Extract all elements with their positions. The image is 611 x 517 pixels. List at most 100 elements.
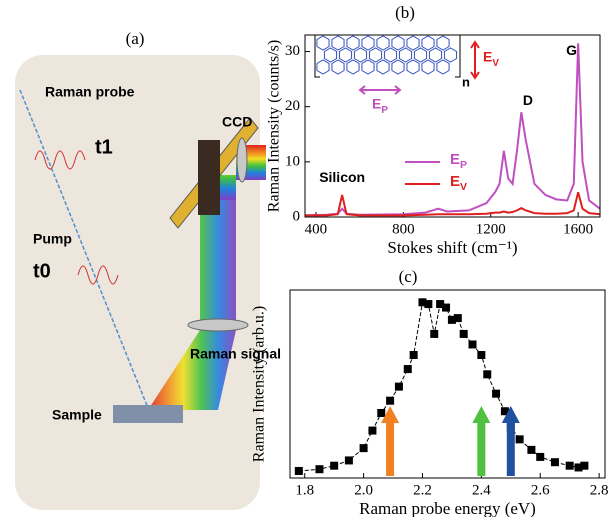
data-point bbox=[468, 340, 477, 349]
data-point bbox=[436, 300, 445, 309]
hexagon bbox=[383, 47, 398, 63]
hexagon bbox=[398, 47, 413, 63]
x-tick-label: 2.8 bbox=[590, 482, 609, 498]
data-point bbox=[368, 426, 377, 435]
data-point bbox=[394, 382, 403, 391]
y-axis-label: Raman Intensity (counts/s) bbox=[266, 40, 283, 212]
x-axis-label: Stokes shift (cm⁻¹) bbox=[387, 238, 517, 257]
hexagon bbox=[331, 59, 345, 75]
hexagon bbox=[413, 47, 428, 63]
ccd bbox=[198, 140, 220, 215]
inset-n: n bbox=[462, 74, 470, 89]
data-point bbox=[359, 444, 368, 453]
data-point bbox=[330, 461, 339, 470]
hexagon bbox=[346, 59, 360, 75]
y-tick-label: 0 bbox=[293, 208, 301, 224]
hexagon bbox=[421, 59, 435, 75]
lens bbox=[187, 318, 249, 332]
hexagon bbox=[436, 35, 450, 51]
inset-ev: EV bbox=[483, 49, 499, 69]
data-point bbox=[418, 298, 427, 307]
hexagon bbox=[376, 35, 390, 51]
annotation: Silicon bbox=[319, 169, 365, 185]
hexagon bbox=[353, 47, 368, 63]
raman-beam bbox=[148, 200, 236, 410]
data-point bbox=[477, 351, 486, 360]
sample-label: Sample bbox=[52, 407, 102, 423]
panel-a: (a) Raman probe t1 Pump t0 CCD Raman sig… bbox=[15, 29, 281, 510]
arrow bbox=[381, 406, 400, 476]
legend-label: EP bbox=[450, 151, 467, 171]
x-axis-label: Raman probe energy (eV) bbox=[359, 499, 536, 517]
lens bbox=[236, 137, 248, 183]
hexagon bbox=[391, 35, 405, 51]
panel-label: (a) bbox=[126, 29, 145, 48]
probe-pulse bbox=[34, 150, 86, 170]
legend-label: EV bbox=[450, 173, 467, 193]
series-line bbox=[298, 301, 585, 472]
inset: n EV EP bbox=[314, 34, 499, 116]
x-tick-label: 2.0 bbox=[354, 482, 373, 498]
hexagon bbox=[323, 47, 338, 63]
hexagon bbox=[391, 59, 405, 75]
beam-path bbox=[19, 89, 149, 409]
arrow bbox=[501, 406, 520, 476]
hexagon bbox=[338, 47, 353, 63]
data-point bbox=[344, 456, 353, 465]
plot-frame bbox=[289, 289, 606, 479]
t1-label: t1 bbox=[95, 136, 113, 158]
sample bbox=[113, 405, 183, 423]
data-point bbox=[294, 466, 303, 475]
hexagon bbox=[331, 35, 345, 51]
pump-pulse bbox=[77, 265, 119, 285]
hexagon bbox=[406, 35, 420, 51]
inset-ep: EP bbox=[372, 96, 388, 116]
ev-arrow bbox=[470, 40, 480, 80]
t0-label: t0 bbox=[33, 260, 51, 282]
hexagon bbox=[428, 47, 443, 63]
x-tick-label: 1600 bbox=[563, 221, 593, 237]
data-point bbox=[315, 465, 324, 474]
x-tick-label: 1.8 bbox=[295, 482, 314, 498]
probe-label: Raman probe bbox=[45, 84, 135, 100]
data-point bbox=[500, 407, 509, 416]
x-tick-label: 1200 bbox=[476, 221, 506, 237]
data-point bbox=[424, 300, 433, 309]
hexagon bbox=[316, 59, 330, 75]
hexagon bbox=[406, 59, 420, 75]
hexagon bbox=[421, 35, 435, 51]
ccd-label: CCD bbox=[222, 114, 252, 130]
data-point bbox=[550, 458, 559, 467]
x-tick-label: 2.2 bbox=[413, 482, 432, 498]
y-tick-label: 30 bbox=[285, 43, 300, 59]
data-point bbox=[492, 389, 501, 398]
hexagon bbox=[368, 47, 383, 63]
signal-label: Raman signal bbox=[190, 346, 281, 362]
data-point bbox=[430, 329, 439, 338]
arrow bbox=[472, 406, 491, 476]
data-point bbox=[447, 315, 456, 324]
x-tick-label: 2.4 bbox=[472, 482, 491, 498]
x-tick-label: 800 bbox=[392, 221, 415, 237]
data-point bbox=[403, 365, 412, 374]
annotation: D bbox=[523, 92, 533, 108]
data-point bbox=[580, 461, 589, 470]
data-point bbox=[377, 408, 386, 417]
data-point bbox=[386, 396, 395, 405]
y-tick-label: 10 bbox=[285, 153, 300, 169]
data-point bbox=[483, 370, 492, 379]
panel-label: (b) bbox=[395, 3, 415, 22]
data-point bbox=[409, 351, 418, 360]
data-point bbox=[459, 329, 468, 338]
hexagon bbox=[361, 35, 375, 51]
x-tick-label: 400 bbox=[305, 221, 328, 237]
hexagon bbox=[361, 59, 375, 75]
pump-label: Pump bbox=[33, 231, 72, 247]
hexagon bbox=[436, 59, 450, 75]
data-point bbox=[527, 445, 536, 454]
plot-frame bbox=[304, 34, 601, 218]
hexagon bbox=[443, 47, 458, 63]
data-point bbox=[442, 303, 451, 312]
ep-arrow bbox=[358, 85, 402, 95]
